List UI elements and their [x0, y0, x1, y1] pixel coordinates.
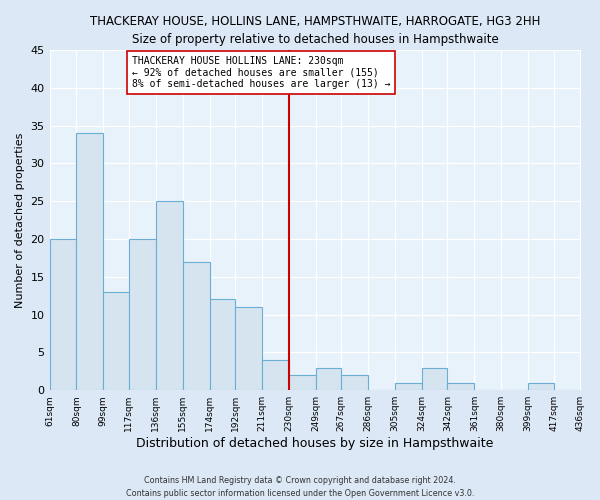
- Bar: [341, 375, 368, 390]
- Bar: [182, 262, 209, 390]
- Bar: [395, 382, 422, 390]
- Text: Contains HM Land Registry data © Crown copyright and database right 2024.
Contai: Contains HM Land Registry data © Crown c…: [126, 476, 474, 498]
- Bar: [528, 382, 554, 390]
- Bar: [289, 375, 316, 390]
- Bar: [422, 368, 448, 390]
- Y-axis label: Number of detached properties: Number of detached properties: [15, 132, 25, 308]
- Bar: [103, 292, 129, 390]
- Bar: [235, 307, 262, 390]
- X-axis label: Distribution of detached houses by size in Hampsthwaite: Distribution of detached houses by size …: [136, 437, 494, 450]
- Text: THACKERAY HOUSE HOLLINS LANE: 230sqm
← 92% of detached houses are smaller (155)
: THACKERAY HOUSE HOLLINS LANE: 230sqm ← 9…: [131, 56, 390, 89]
- Bar: [209, 300, 235, 390]
- Bar: [76, 133, 103, 390]
- Bar: [156, 201, 182, 390]
- Bar: [316, 368, 341, 390]
- Bar: [448, 382, 475, 390]
- Bar: [262, 360, 289, 390]
- Bar: [129, 239, 156, 390]
- Bar: [50, 239, 76, 390]
- Title: THACKERAY HOUSE, HOLLINS LANE, HAMPSTHWAITE, HARROGATE, HG3 2HH
Size of property: THACKERAY HOUSE, HOLLINS LANE, HAMPSTHWA…: [90, 15, 540, 46]
